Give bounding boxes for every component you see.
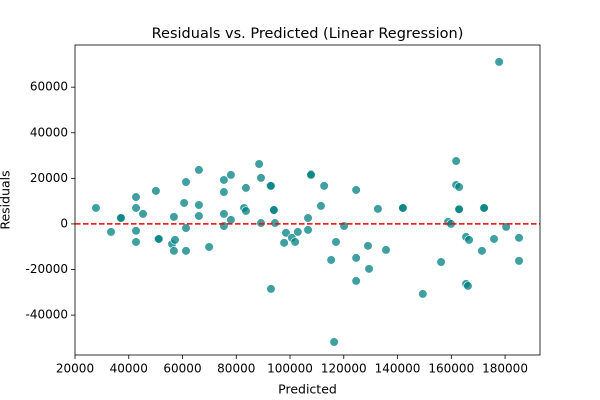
point <box>398 203 408 213</box>
point <box>329 337 339 347</box>
point <box>241 206 251 216</box>
point <box>106 227 116 237</box>
y-axis-label: Residuals <box>0 170 13 229</box>
y-tick-label: 40000 <box>30 125 68 139</box>
y-tick-label: 20000 <box>30 171 68 185</box>
point <box>319 181 329 191</box>
point <box>514 233 524 243</box>
x-axis-label: Predicted <box>278 382 337 397</box>
x-tick-label: 100000 <box>267 362 313 376</box>
point <box>463 281 473 291</box>
x-tick-label: 140000 <box>375 362 421 376</box>
point <box>514 256 524 266</box>
point <box>489 234 499 244</box>
y-tick-label: 60000 <box>30 80 68 94</box>
point <box>266 284 276 294</box>
point <box>169 212 179 222</box>
point <box>303 225 313 235</box>
point <box>279 238 289 248</box>
point <box>351 185 361 195</box>
point <box>219 221 229 231</box>
point <box>151 186 161 196</box>
y-tick-label: -20000 <box>25 262 68 276</box>
point <box>418 289 428 299</box>
x-tick-label: 20000 <box>56 362 94 376</box>
point <box>169 246 179 256</box>
point <box>256 173 266 183</box>
point <box>256 218 266 228</box>
point <box>91 203 101 213</box>
point <box>451 156 461 166</box>
point <box>479 203 489 213</box>
point <box>316 201 326 211</box>
point <box>373 204 383 214</box>
point <box>290 237 300 247</box>
x-tick-label: 80000 <box>217 362 255 376</box>
point <box>181 223 191 233</box>
point <box>219 187 229 197</box>
point <box>131 203 141 213</box>
point <box>454 204 464 214</box>
point <box>219 175 229 185</box>
point <box>194 165 204 175</box>
point <box>477 246 487 256</box>
point <box>351 253 361 263</box>
point <box>194 211 204 221</box>
point <box>170 235 180 245</box>
point <box>181 177 191 187</box>
y-tick-label: -40000 <box>25 308 68 322</box>
point <box>269 205 279 215</box>
chart-title: Residuals vs. Predicted (Linear Regressi… <box>152 26 464 42</box>
point <box>363 241 373 251</box>
point <box>131 237 141 247</box>
point <box>303 213 313 223</box>
point <box>181 246 191 256</box>
point <box>138 209 148 219</box>
y-tick-label: 0 <box>60 216 68 230</box>
point <box>306 170 316 180</box>
point <box>270 218 280 228</box>
point <box>436 257 446 267</box>
point <box>266 181 276 191</box>
point <box>131 192 141 202</box>
point <box>131 226 141 236</box>
point <box>351 276 361 286</box>
point <box>464 235 474 245</box>
point <box>326 255 336 265</box>
point <box>204 242 214 252</box>
point <box>331 237 341 247</box>
x-tick-label: 40000 <box>110 362 148 376</box>
x-tick-label: 180000 <box>482 362 528 376</box>
point <box>179 198 189 208</box>
point <box>454 182 464 192</box>
x-tick-label: 120000 <box>321 362 367 376</box>
point <box>116 213 126 223</box>
point <box>226 215 236 225</box>
point <box>293 227 303 237</box>
point <box>226 170 236 180</box>
point <box>254 159 264 169</box>
point <box>364 264 374 274</box>
point <box>501 222 511 232</box>
point <box>219 209 229 219</box>
point <box>194 200 204 210</box>
point <box>381 245 391 255</box>
point <box>154 234 164 244</box>
x-tick-label: 60000 <box>163 362 201 376</box>
point <box>339 221 349 231</box>
point <box>241 183 251 193</box>
point <box>494 57 504 67</box>
point <box>281 228 291 238</box>
plot-frame <box>74 44 541 356</box>
x-tick-label: 160000 <box>428 362 474 376</box>
